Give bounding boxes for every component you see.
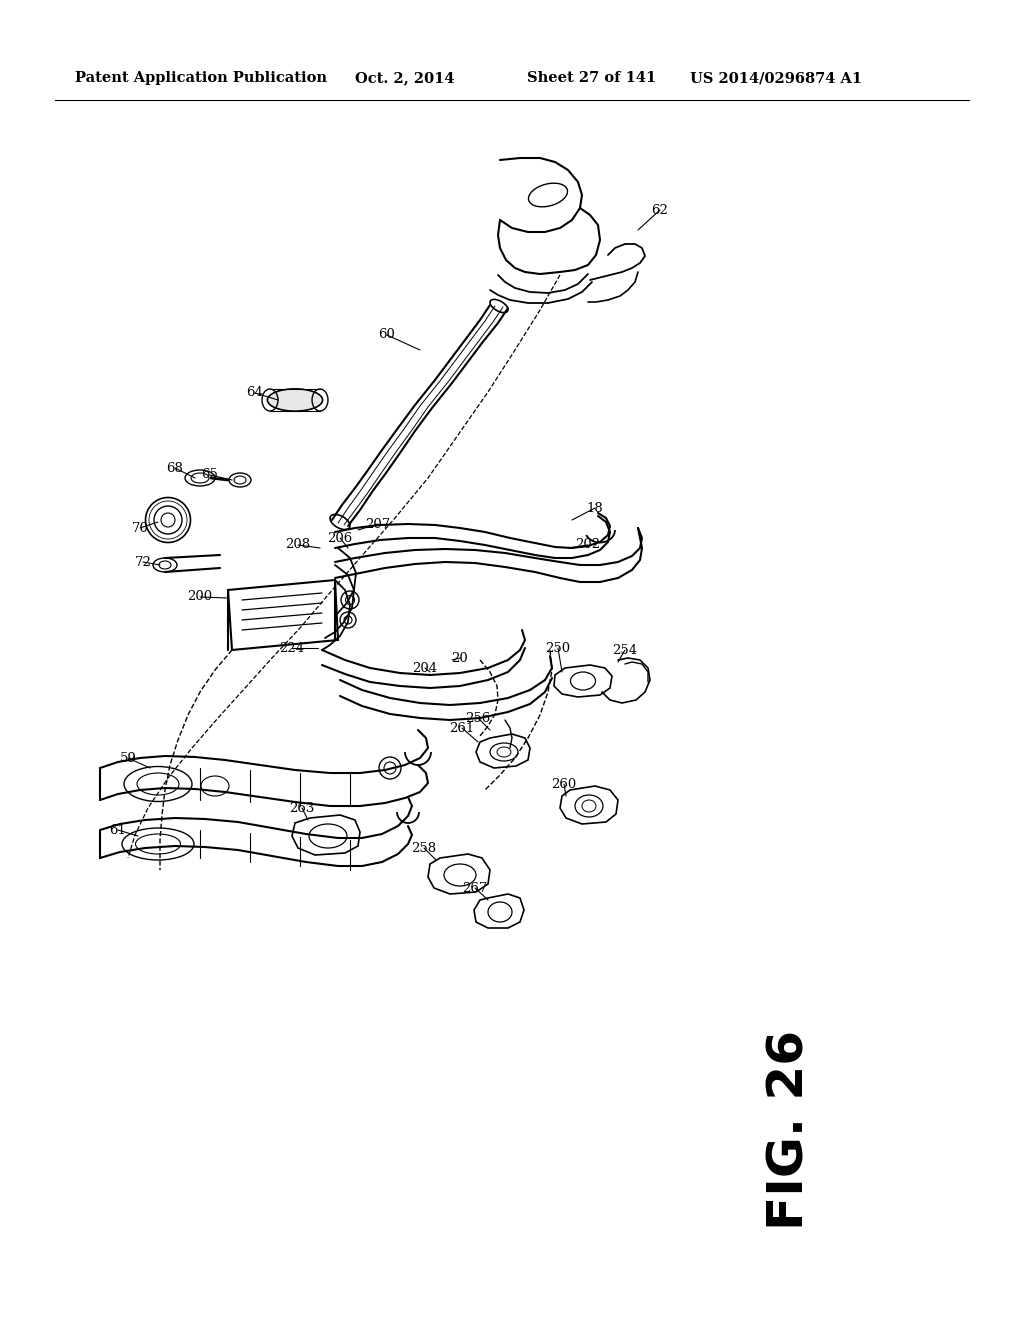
Text: 60: 60	[379, 329, 395, 342]
Text: 64: 64	[247, 387, 263, 400]
Text: 202: 202	[575, 539, 600, 552]
Text: FIG. 26: FIG. 26	[766, 1030, 814, 1230]
Text: 18: 18	[587, 502, 603, 515]
Text: 224: 224	[280, 642, 304, 655]
Text: 70: 70	[131, 521, 148, 535]
Text: 250: 250	[546, 642, 570, 655]
Text: 65: 65	[202, 469, 218, 482]
Text: Sheet 27 of 141: Sheet 27 of 141	[527, 71, 656, 84]
Text: 254: 254	[612, 644, 638, 656]
Text: 72: 72	[134, 556, 152, 569]
Text: 260: 260	[551, 777, 577, 791]
Text: 200: 200	[187, 590, 213, 603]
Text: 261: 261	[450, 722, 475, 734]
Text: 62: 62	[651, 203, 669, 216]
Text: US 2014/0296874 A1: US 2014/0296874 A1	[690, 71, 862, 84]
Text: 204: 204	[413, 661, 437, 675]
Text: 61: 61	[110, 824, 126, 837]
Text: Patent Application Publication: Patent Application Publication	[75, 71, 327, 84]
Text: 59: 59	[120, 751, 136, 764]
Text: 20: 20	[452, 652, 468, 664]
Text: 256: 256	[465, 711, 490, 725]
Ellipse shape	[267, 389, 323, 411]
Text: Oct. 2, 2014: Oct. 2, 2014	[355, 71, 455, 84]
Text: 258: 258	[412, 842, 436, 854]
Text: 207: 207	[366, 517, 390, 531]
Text: 267: 267	[462, 882, 487, 895]
Text: 263: 263	[290, 801, 314, 814]
Text: 68: 68	[167, 462, 183, 474]
Text: 206: 206	[328, 532, 352, 544]
Text: 208: 208	[286, 539, 310, 552]
